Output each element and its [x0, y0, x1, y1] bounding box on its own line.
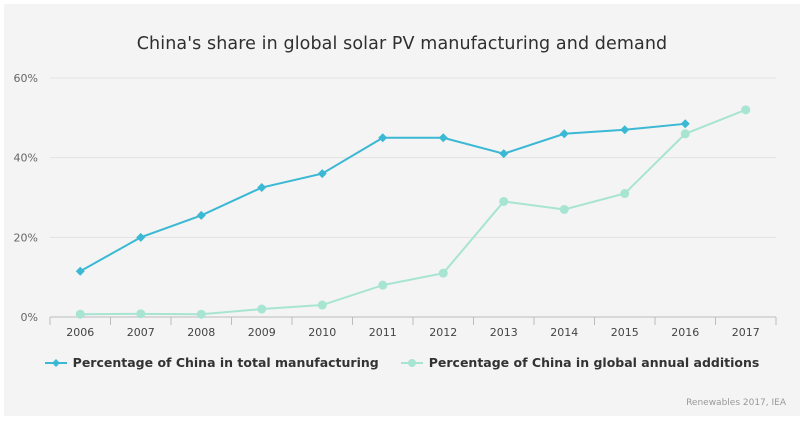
data-point-s1-2011 — [378, 280, 388, 290]
data-point-s1-2008 — [196, 309, 206, 319]
data-point-s0-2012 — [438, 133, 448, 143]
x-tick-label-2007: 2007 — [127, 326, 155, 339]
x-tick-label-2011: 2011 — [369, 326, 397, 339]
y-tick-label-20: 20% — [14, 231, 38, 244]
data-point-s0-2009 — [257, 183, 267, 193]
x-tick-label-2014: 2014 — [550, 326, 578, 339]
chart-legend: Percentage of China in total manufacturi… — [0, 355, 804, 370]
data-point-s0-2015 — [620, 125, 630, 135]
chart-title: China's share in global solar PV manufac… — [136, 34, 668, 54]
x-tick-label-2016: 2016 — [671, 326, 699, 339]
x-tick-label-2008: 2008 — [187, 326, 215, 339]
chart-panel — [4, 4, 800, 416]
series-line-1 — [80, 108, 747, 316]
x-tick-label-2015: 2015 — [611, 326, 639, 339]
legend-swatch-manufacturing — [44, 358, 67, 367]
data-point-s0-2008 — [196, 210, 206, 220]
legend-item-additions[interactable]: Percentage of China in global annual add… — [400, 355, 760, 370]
data-point-s1-2014 — [559, 204, 569, 214]
x-tick-label-2012: 2012 — [429, 326, 457, 339]
data-point-s1-2012 — [438, 268, 448, 278]
data-point-s1-2015 — [620, 189, 630, 199]
y-tick-label-60: 60% — [14, 72, 38, 85]
legend-swatch-additions — [400, 358, 423, 367]
x-tick-label-2009: 2009 — [248, 326, 276, 339]
data-point-s1-2006 — [75, 309, 85, 319]
x-tick-label-2006: 2006 — [66, 326, 94, 339]
y-tick-label-40: 40% — [14, 152, 38, 165]
data-point-s0-2010 — [317, 169, 327, 179]
series-line-0 — [79, 122, 686, 273]
y-tick-label-0: 0% — [21, 311, 38, 324]
data-point-s0-2014 — [559, 129, 569, 139]
x-tick-label-2013: 2013 — [490, 326, 518, 339]
data-point-s1-2016 — [680, 129, 690, 139]
data-point-s0-2016 — [680, 119, 690, 129]
legend-label-manufacturing: Percentage of China in total manufacturi… — [72, 355, 379, 370]
source-note: Renewables 2017, IEA — [686, 398, 786, 408]
data-point-s1-2010 — [317, 300, 327, 310]
data-point-s1-2017 — [741, 105, 751, 115]
data-point-s0-2013 — [499, 149, 509, 159]
data-point-s0-2011 — [378, 133, 388, 143]
data-point-s0-2007 — [136, 232, 146, 242]
x-tick-label-2017: 2017 — [732, 326, 760, 339]
legend-label-additions: Percentage of China in global annual add… — [428, 355, 760, 370]
x-tick-label-2010: 2010 — [308, 326, 336, 339]
data-point-s1-2013 — [499, 196, 509, 206]
data-point-s0-2006 — [75, 266, 85, 276]
legend-item-manufacturing[interactable]: Percentage of China in total manufacturi… — [44, 355, 379, 370]
data-point-s1-2007 — [136, 309, 146, 319]
data-point-s1-2009 — [257, 304, 267, 314]
